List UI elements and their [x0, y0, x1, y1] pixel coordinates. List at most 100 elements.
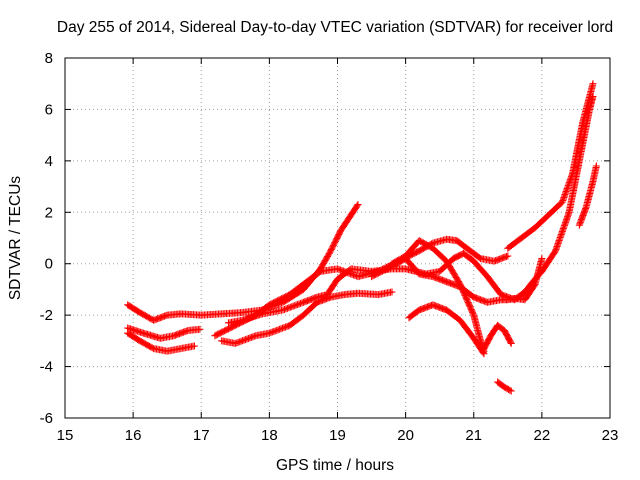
data-point: [279, 324, 287, 332]
data-point: [469, 310, 477, 318]
data-point: [285, 304, 293, 312]
data-point: [507, 387, 515, 395]
tick-labels: 15 16 17 18 19 20 21 22 23 -6 -4 -2 0 2 4 6 8: [40, 50, 619, 444]
y-tick-label: 8: [45, 50, 53, 67]
x-tick-label: 18: [261, 427, 278, 444]
data-point: [246, 334, 254, 342]
data-point: [507, 338, 515, 346]
data-point: [281, 323, 289, 331]
data-point: [250, 332, 258, 340]
data-point: [247, 333, 255, 341]
data-point: [271, 327, 279, 335]
data-point: [243, 335, 251, 343]
series-track-8: [368, 255, 546, 306]
y-tick-label: 4: [45, 153, 53, 170]
data-point: [295, 300, 303, 308]
data-point: [354, 201, 362, 209]
y-tick-label: 6: [45, 101, 53, 118]
data-point: [589, 93, 597, 101]
data-point: [231, 339, 239, 347]
series-track-5: [504, 80, 597, 252]
data-point: [276, 325, 284, 333]
series-track-11: [480, 321, 515, 353]
y-tick-label: 2: [45, 204, 53, 221]
data-point: [288, 303, 296, 311]
data-point: [388, 288, 396, 296]
data-point: [291, 302, 299, 310]
grid: [65, 58, 610, 418]
data-point: [249, 333, 257, 341]
data-point: [234, 338, 242, 346]
series-track-10: [405, 301, 488, 358]
chart-title: Day 255 of 2014, Sidereal Day-to-day VTE…: [57, 19, 613, 36]
y-tick-label: -6: [40, 410, 53, 427]
data-point: [589, 80, 597, 88]
series-track-3: [124, 324, 204, 342]
series-track-6: [218, 288, 396, 347]
data-point: [479, 348, 487, 356]
x-tick-label: 17: [193, 427, 210, 444]
data-point: [592, 162, 600, 170]
data-point: [350, 271, 358, 279]
data-point: [196, 325, 204, 333]
data-point: [294, 300, 302, 308]
data-point: [244, 334, 252, 342]
series-track-12: [494, 378, 515, 395]
data-point: [292, 301, 300, 309]
x-tick-label: 21: [465, 427, 482, 444]
data-point: [353, 202, 361, 210]
data-point: [348, 270, 356, 278]
x-tick-label: 22: [534, 427, 551, 444]
data-series: [124, 80, 600, 395]
plot-frame: [64, 57, 611, 419]
data-point: [239, 337, 247, 345]
data-point: [273, 326, 281, 334]
series-track-13: [575, 162, 600, 229]
data-point: [270, 327, 278, 335]
data-point: [506, 386, 514, 394]
data-point: [277, 325, 285, 333]
series-track-2: [124, 329, 198, 355]
data-point: [233, 339, 241, 347]
data-point: [265, 329, 273, 337]
y-axis-label: SDTVAR / TECUs: [7, 176, 24, 301]
data-point: [274, 326, 282, 334]
x-tick-label: 16: [125, 427, 142, 444]
x-tick-label: 23: [602, 427, 619, 444]
data-point: [504, 252, 512, 260]
data-point: [282, 305, 290, 313]
y-tick-label: -4: [40, 359, 53, 376]
x-tick-label: 19: [329, 427, 346, 444]
data-point: [507, 339, 515, 347]
data-point: [338, 267, 346, 275]
y-tick-label: -2: [40, 307, 53, 324]
data-point: [297, 299, 305, 307]
y-tick-label: 0: [45, 256, 53, 273]
data-point: [237, 337, 245, 345]
data-point: [283, 323, 291, 331]
data-point: [280, 324, 288, 332]
data-point: [267, 329, 275, 337]
data-point: [283, 304, 291, 312]
data-point: [268, 328, 276, 336]
x-tick-label: 15: [57, 427, 74, 444]
data-point: [242, 336, 250, 344]
data-point: [236, 338, 244, 346]
series-track-9: [388, 237, 488, 355]
data-point: [279, 306, 287, 314]
data-point: [351, 271, 359, 279]
data-point: [190, 342, 198, 350]
data-point: [286, 303, 294, 311]
data-point: [336, 266, 344, 274]
data-point: [334, 265, 341, 273]
axis-ticks: [64, 57, 611, 419]
data-point: [240, 336, 248, 344]
data-point: [538, 255, 546, 263]
data-point: [280, 305, 288, 313]
x-axis-label: GPS time / hours: [276, 457, 394, 474]
x-tick-label: 20: [397, 427, 414, 444]
data-point: [289, 302, 297, 310]
data-point: [335, 265, 343, 273]
